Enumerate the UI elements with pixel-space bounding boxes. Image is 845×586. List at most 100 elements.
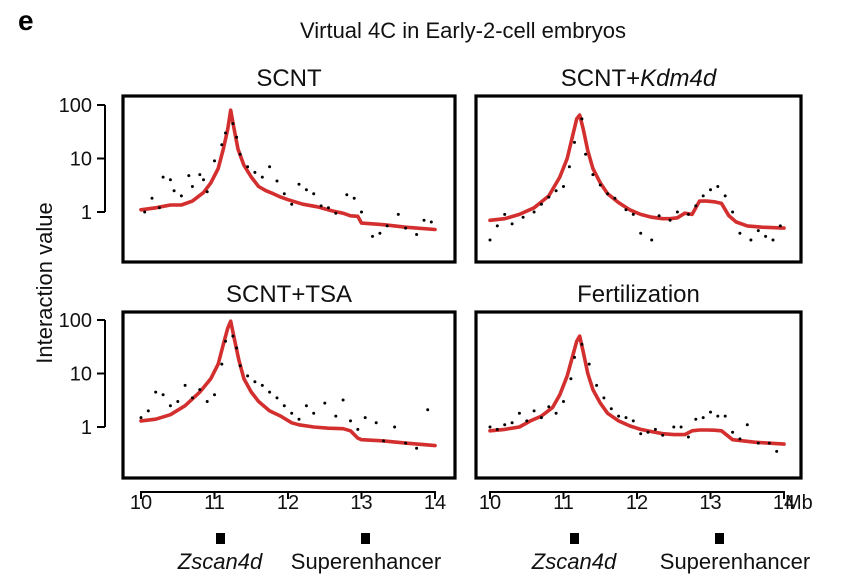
data-point bbox=[235, 346, 239, 350]
y-tick-label: 100 bbox=[59, 310, 92, 332]
data-point bbox=[253, 380, 257, 384]
data-point bbox=[268, 390, 272, 394]
x-tick-label: 11 bbox=[204, 492, 225, 514]
data-point bbox=[326, 206, 330, 210]
data-point bbox=[686, 435, 690, 439]
data-point bbox=[374, 421, 378, 425]
data-point bbox=[231, 122, 235, 126]
panel-title-italic: Kdm4d bbox=[640, 65, 717, 92]
data-point bbox=[235, 135, 239, 139]
y-axis-label: Interaction value bbox=[32, 202, 57, 363]
data-point bbox=[510, 222, 514, 226]
data-point bbox=[723, 194, 727, 198]
data-point bbox=[312, 192, 316, 196]
data-point bbox=[290, 411, 294, 415]
data-point bbox=[422, 218, 426, 222]
data-point bbox=[749, 238, 753, 242]
panel-frame bbox=[474, 94, 803, 264]
data-point bbox=[532, 409, 536, 413]
data-point bbox=[198, 388, 202, 392]
data-point bbox=[304, 404, 308, 408]
x-axis-1: 10 11 12 13 14 bbox=[130, 491, 446, 514]
data-point bbox=[139, 416, 143, 420]
data-point bbox=[246, 374, 250, 378]
data-point bbox=[312, 411, 316, 415]
data-point bbox=[190, 396, 194, 400]
data-point bbox=[675, 210, 679, 214]
y-axis: 1 10 100 bbox=[59, 95, 106, 224]
data-point bbox=[701, 194, 705, 198]
panel-title: Fertilization bbox=[577, 281, 700, 308]
x-tick-label: 11 bbox=[553, 492, 574, 514]
data-point bbox=[426, 408, 430, 412]
data-point bbox=[363, 416, 367, 420]
data-point bbox=[694, 417, 698, 421]
data-point bbox=[260, 383, 264, 387]
data-point bbox=[716, 185, 720, 188]
data-point bbox=[488, 238, 492, 242]
data-point bbox=[778, 224, 782, 228]
scatter-points bbox=[488, 117, 782, 242]
data-point bbox=[668, 218, 672, 222]
data-point bbox=[371, 234, 374, 238]
superenhancer-label-left: Superenhancer bbox=[291, 549, 441, 574]
data-point bbox=[672, 425, 676, 429]
y-axis: 1 10 100 bbox=[59, 310, 106, 439]
chart-panel-2: SCNT+Kdm4d bbox=[474, 65, 803, 264]
data-point bbox=[613, 196, 617, 200]
data-point bbox=[745, 423, 749, 427]
data-point bbox=[554, 411, 558, 415]
x-tick-label: 12 bbox=[277, 492, 299, 514]
data-point bbox=[382, 439, 386, 443]
data-point bbox=[345, 193, 349, 197]
scatter-points bbox=[143, 122, 433, 238]
data-point bbox=[253, 170, 257, 174]
data-point bbox=[580, 342, 584, 346]
data-point bbox=[539, 202, 543, 206]
data-point bbox=[349, 419, 352, 423]
data-point bbox=[224, 131, 227, 135]
data-point bbox=[495, 224, 499, 228]
data-point bbox=[573, 355, 576, 359]
panel-title-text: Fertilization bbox=[577, 281, 700, 308]
y-tick-label: 10 bbox=[70, 364, 92, 386]
data-point bbox=[282, 192, 286, 196]
data-point bbox=[187, 174, 191, 178]
data-point bbox=[679, 425, 683, 429]
data-point bbox=[297, 182, 301, 186]
data-point bbox=[639, 432, 643, 436]
data-point bbox=[385, 224, 389, 228]
chart-panels: SCNT 1 10 100 SCNT+Kdm4d SCNT+TSA 1 10 100 Fertil… bbox=[59, 65, 803, 480]
panel-frame bbox=[474, 310, 803, 480]
panel-title-text: SCNT bbox=[256, 65, 322, 92]
zscan4d-marker-right bbox=[570, 533, 579, 544]
data-point bbox=[723, 414, 727, 418]
data-point bbox=[650, 238, 654, 242]
data-point bbox=[319, 204, 323, 208]
data-point bbox=[686, 212, 690, 216]
data-point bbox=[146, 409, 150, 413]
y-tick-label: 1 bbox=[81, 417, 92, 439]
data-point bbox=[756, 229, 760, 233]
data-point bbox=[202, 178, 205, 182]
fit-line bbox=[488, 113, 786, 230]
data-layer bbox=[139, 108, 437, 238]
panel-title: SCNT+Kdm4d bbox=[561, 65, 717, 92]
data-point bbox=[161, 393, 165, 397]
data-point bbox=[143, 210, 147, 214]
panel-letter: e bbox=[18, 5, 34, 36]
chart-panel-4: Fertilization bbox=[474, 281, 803, 480]
data-point bbox=[617, 414, 621, 418]
data-point bbox=[238, 364, 242, 368]
data-point bbox=[356, 427, 360, 431]
data-point bbox=[771, 238, 775, 242]
data-point bbox=[661, 433, 665, 437]
data-point bbox=[176, 400, 180, 403]
data-point bbox=[580, 117, 584, 121]
data-layer bbox=[488, 113, 786, 242]
data-point bbox=[716, 414, 720, 418]
data-point bbox=[341, 398, 345, 402]
data-point bbox=[220, 143, 224, 147]
data-point bbox=[602, 396, 606, 400]
